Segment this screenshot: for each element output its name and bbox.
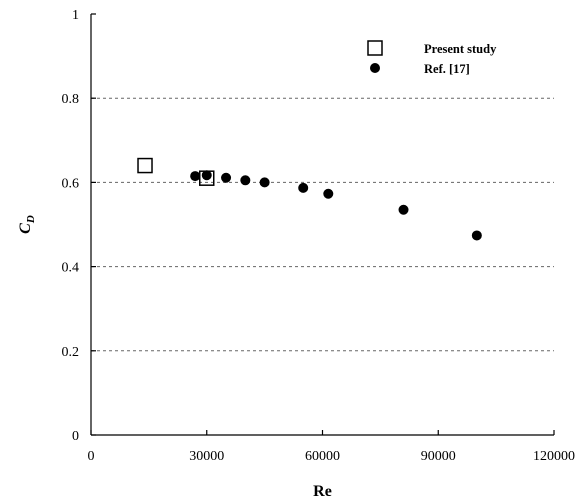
data-point-ref [323,188,334,199]
data-point-ref [259,177,270,188]
y-tick-label: 0.4 [62,261,80,276]
x-tick-label: 60000 [305,449,340,464]
data-point-present-study [137,157,153,174]
data-point-ref [221,172,232,183]
y-axis-title-subscript: D [25,215,37,224]
data-point-ref [190,171,201,182]
y-tick-label: 0.8 [62,92,80,107]
ticks: 0 0.2 0.4 0.6 0.8 1 0 30000 60000 90000 120000 [62,8,576,464]
data-point-ref [471,230,482,241]
data-point-ref [398,204,409,215]
y-axis-title-main: C [17,223,34,234]
data-point-ref [201,170,212,181]
grid-lines [91,97,554,352]
legend: Present study Ref. [17] [367,40,497,76]
x-tick-label: 90000 [421,449,456,464]
x-tick-label: 0 [88,449,95,464]
legend-symbol-ref [370,63,380,73]
data-points [137,157,482,241]
axes [90,14,554,436]
y-tick-label: 0.2 [62,345,80,360]
y-tick-label: 1 [72,8,79,23]
y-axis-title: CD [17,215,37,234]
legend-symbol-present-study [367,40,383,56]
data-point-ref [240,175,251,186]
y-tick-label: 0.6 [62,176,80,191]
legend-label-ref: Ref. [17] [424,62,470,76]
legend-label-present-study: Present study [424,42,497,56]
x-tick-label: 30000 [189,449,224,464]
x-tick-label: 120000 [533,449,575,464]
x-axis-title: Re [313,483,332,500]
y-tick-label: 0 [72,429,79,444]
data-point-ref [298,182,309,193]
